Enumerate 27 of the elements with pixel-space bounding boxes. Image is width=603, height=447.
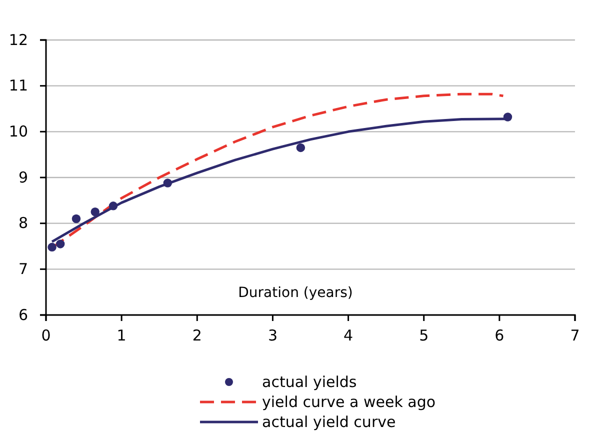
legend-label: yield curve a week ago [262, 393, 436, 411]
point [163, 178, 172, 188]
y-tick-label: 7 [18, 260, 28, 278]
y-tick-label: 8 [18, 214, 28, 232]
point [90, 208, 100, 216]
y-tick-label: 12 [8, 30, 28, 49]
y-tick-label: 10 [8, 122, 28, 140]
legend-label: actual yield curve [262, 413, 396, 431]
x-axis-title: Duration (years) [238, 285, 353, 301]
y-tick-label: 9 [18, 168, 28, 186]
point [296, 143, 306, 152]
x-tick-label: 5 [419, 326, 429, 344]
x-tick-label: 3 [268, 326, 278, 344]
x-tick-label: 6 [494, 326, 504, 344]
y-tick-label: 6 [18, 306, 28, 324]
point [108, 202, 118, 210]
point [48, 242, 56, 252]
x-tick-label: 4 [344, 326, 354, 344]
x-tick-label: 2 [192, 326, 202, 344]
x-tick-label: 1 [116, 326, 126, 344]
point [72, 214, 81, 224]
y-tick-label: 11 [8, 76, 28, 95]
x-tick-label: 7 [570, 326, 580, 344]
legend-label: actual yields [262, 373, 357, 391]
x-tick-label: 0 [41, 326, 51, 344]
point [56, 240, 65, 248]
point [503, 112, 512, 122]
